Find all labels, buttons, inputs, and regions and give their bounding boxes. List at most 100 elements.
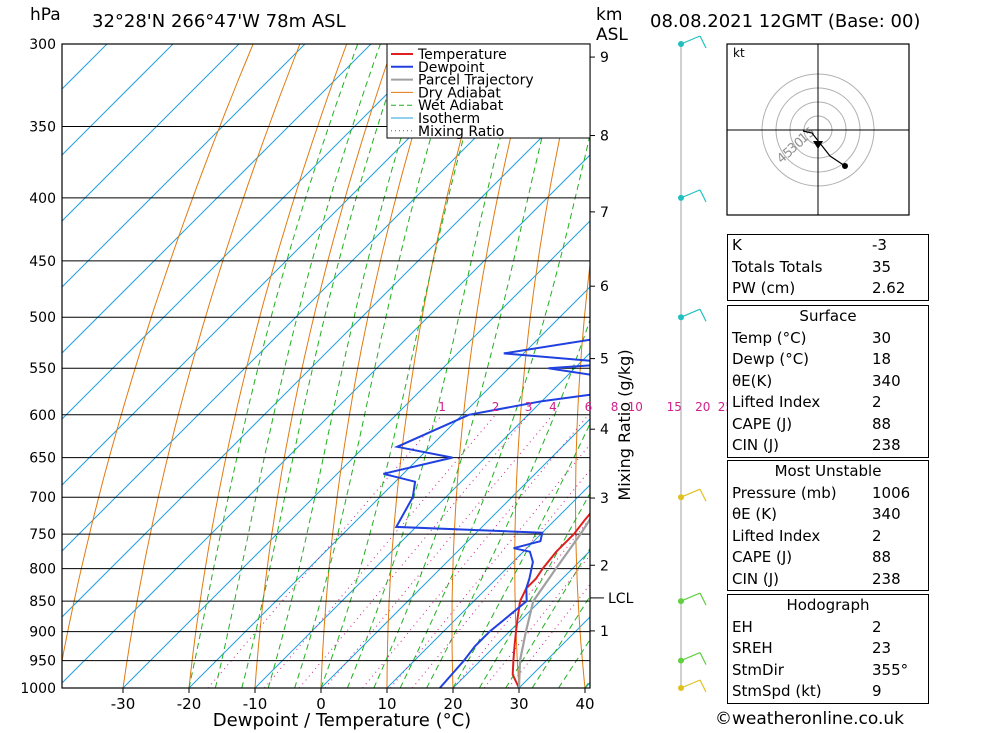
wind-barb-shaft: [680, 35, 701, 45]
height-tick-label: 8: [600, 129, 609, 145]
hodo-label: StmSpd (kt): [732, 682, 822, 700]
wind-barb-flag: [699, 488, 707, 502]
index-value: 2.62: [872, 279, 906, 297]
index-label: Totals Totals: [732, 257, 823, 276]
temperature-tick-label: 20: [443, 695, 462, 713]
pressure-tick-label: 900: [29, 625, 56, 641]
mixing-ratio-label: 2: [492, 400, 500, 414]
wind-barb-shaft: [680, 189, 701, 199]
wet-adiabat-line: [214, 44, 381, 688]
pressure-tick-label: 300: [29, 37, 56, 53]
mixing-ratio-label: 6: [585, 400, 593, 414]
hodograph-trace: [802, 130, 846, 167]
hodo-row: SREH 23: [728, 638, 928, 660]
surface-label: CIN (J): [732, 436, 780, 454]
surface-value: 18: [872, 350, 892, 368]
wind-barb-flag: [699, 679, 707, 693]
mu-row: θE (K) 340: [728, 504, 928, 526]
index-row-k: K -3: [728, 235, 928, 257]
height-tick-label: 7: [600, 205, 609, 221]
surface-row: Dewp (°C) 18: [728, 349, 928, 371]
surface-title: Surface: [799, 307, 857, 325]
isotherm-line: [386, 484, 590, 688]
storm-motion-marker: [813, 141, 823, 149]
site-credit[interactable]: ©weatheronline.co.uk: [715, 709, 904, 729]
hodo-value: 23: [872, 639, 892, 657]
lcl-label: LCL: [608, 591, 634, 607]
hodograph-end-dot: [842, 163, 848, 169]
wet-adiabat-line: [373, 44, 566, 688]
height-unit-label-asl: ASL: [596, 25, 628, 45]
legend-label: Isotherm: [418, 111, 480, 127]
wind-barb-shaft: [680, 592, 701, 602]
isotherm-line: [62, 44, 174, 156]
parcel-trajectory-line: [517, 517, 590, 688]
isotherm-line: [62, 44, 372, 354]
legend-label: Temperature: [417, 47, 507, 63]
temperature-tick-label: 10: [377, 695, 396, 713]
hodo-value: 355°: [872, 660, 909, 679]
height-tick-label: 5: [600, 352, 609, 368]
pressure-tick-label: 700: [29, 490, 56, 506]
isotherm-line: [452, 550, 590, 688]
wind-profile: [678, 35, 707, 693]
pressure-axis: 300 350 400 450 500 550 600 650 700 750 800 850 900 9…: [20, 37, 56, 697]
surface-value: 238: [872, 436, 901, 454]
surface-label: Dewp (°C): [732, 350, 810, 368]
dry-adiabat-line: [62, 44, 254, 664]
pressure-tick-label: 450: [29, 254, 56, 270]
surface-row: Temp (°C) 30: [728, 328, 928, 350]
dry-adiabat-line: [451, 44, 535, 688]
temperature-tick-label: -10: [243, 695, 268, 713]
pressure-tick-label: 950: [29, 654, 56, 670]
pressure-tick-label: 550: [29, 361, 56, 377]
legend-label: Wet Adiabat: [418, 98, 504, 114]
isotherm-line: [320, 418, 590, 688]
legend-label: Dewpoint: [418, 60, 485, 76]
pressure-tick-label: 750: [29, 527, 56, 543]
isotherm-line: [62, 44, 504, 486]
mixing-ratio-line: [390, 443, 590, 688]
dry-adiabat-line: [320, 44, 441, 688]
hodo-label: EH: [732, 617, 753, 636]
site-name: weatheronline.co.uk: [732, 709, 905, 729]
height-tick-label: 6: [600, 279, 609, 295]
pressure-tick-label: 500: [29, 310, 56, 326]
wind-barb-flag: [699, 189, 707, 203]
isotherm-line: [62, 88, 590, 618]
mixing-ratio-label: 1: [438, 400, 446, 414]
mu-value: 88: [872, 548, 892, 566]
index-label: PW (cm): [732, 279, 796, 297]
index-value: -3: [872, 236, 887, 254]
mixing-ratio-label: 20: [695, 400, 710, 414]
plot-frame: [61, 43, 591, 689]
mu-label: CIN (J): [732, 569, 780, 588]
hodo-value: 2: [872, 617, 882, 636]
temperature-axis: -30 -20 -10 0 10 20 30 40: [111, 688, 595, 713]
height-tick-label: 1: [600, 624, 609, 640]
temperature-tick-label: -20: [177, 695, 202, 713]
wind-barb-flag: [699, 308, 707, 322]
temperature-tick-label: 0: [316, 695, 326, 713]
mu-value: 238: [872, 569, 901, 588]
surface-table: Surface Temp (°C) 30 Dewp (°C) 18 θE(K) 340…: [727, 305, 929, 458]
surface-row: θE(K) 340: [728, 371, 928, 393]
mu-row: CIN (J) 238: [728, 569, 928, 591]
dry-adiabat-line: [122, 44, 301, 688]
isotherm-line: [62, 154, 590, 684]
hodo-label: StmDir: [732, 660, 784, 679]
pressure-tick-label: 800: [29, 562, 56, 578]
wet-adiabat-line: [346, 44, 526, 688]
height-unit-label: km: [596, 5, 622, 25]
index-row-totals: Totals Totals 35: [728, 257, 928, 279]
pressure-tick-label: 350: [29, 119, 56, 135]
legend-label: Mixing Ratio: [418, 124, 504, 140]
temperature-tick-label: 40: [575, 695, 594, 713]
pressure-tick-label: 400: [29, 191, 56, 207]
mu-row: Lifted Index 2: [728, 526, 928, 548]
hodo-row: EH 2: [728, 617, 928, 639]
height-axis: 1 2 3 4 5 6 7 8 9 LCL: [590, 50, 634, 640]
surface-label: θE(K): [732, 371, 773, 390]
hodo-row: StmSpd (kt) 9: [728, 681, 928, 703]
